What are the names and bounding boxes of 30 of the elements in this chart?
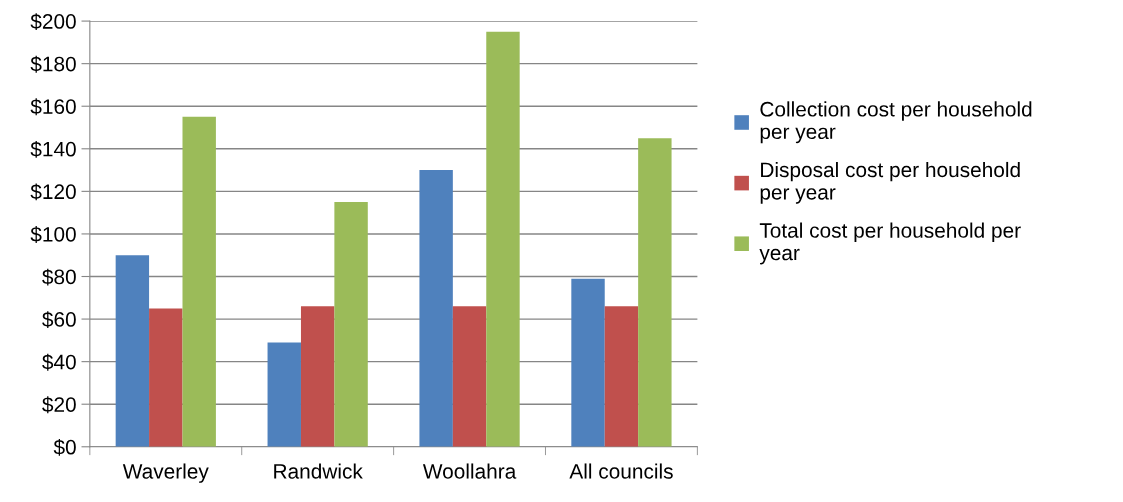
bar (334, 202, 368, 447)
y-tick-label: $120 (30, 183, 76, 201)
bar (486, 31, 520, 447)
y-tick-label: $40 (42, 353, 76, 371)
y-tick-label: $200 (30, 13, 76, 31)
bar (452, 306, 487, 447)
bar (300, 306, 335, 447)
bar (267, 342, 301, 447)
y-tick-label: $100 (30, 226, 76, 243)
y-tick-label: $20 (42, 396, 76, 414)
bar (115, 255, 150, 447)
y-tick-label: $0 (53, 438, 76, 456)
legend-label: Disposal cost per household per year (760, 161, 1020, 204)
legend-label: Total cost per household per year (759, 222, 1021, 265)
bar (571, 278, 605, 447)
bar (149, 308, 183, 447)
bar (638, 138, 672, 447)
y-tick-label: $140 (30, 140, 76, 158)
bar (419, 170, 453, 447)
y-tick-label: $80 (42, 268, 76, 286)
x-tick-label: Randwick (274, 463, 363, 479)
y-tick-label: $160 (30, 98, 76, 116)
bar (182, 116, 216, 447)
x-tick-label: Woollahra (422, 463, 517, 479)
x-tick-label: Waverley (122, 463, 209, 483)
y-tick-label: $180 (30, 55, 76, 73)
legend-label: Collection cost per household per year (760, 101, 1032, 144)
x-tick-label: All councils (569, 463, 673, 479)
y-tick-label: $60 (42, 311, 76, 329)
bar (604, 306, 639, 447)
